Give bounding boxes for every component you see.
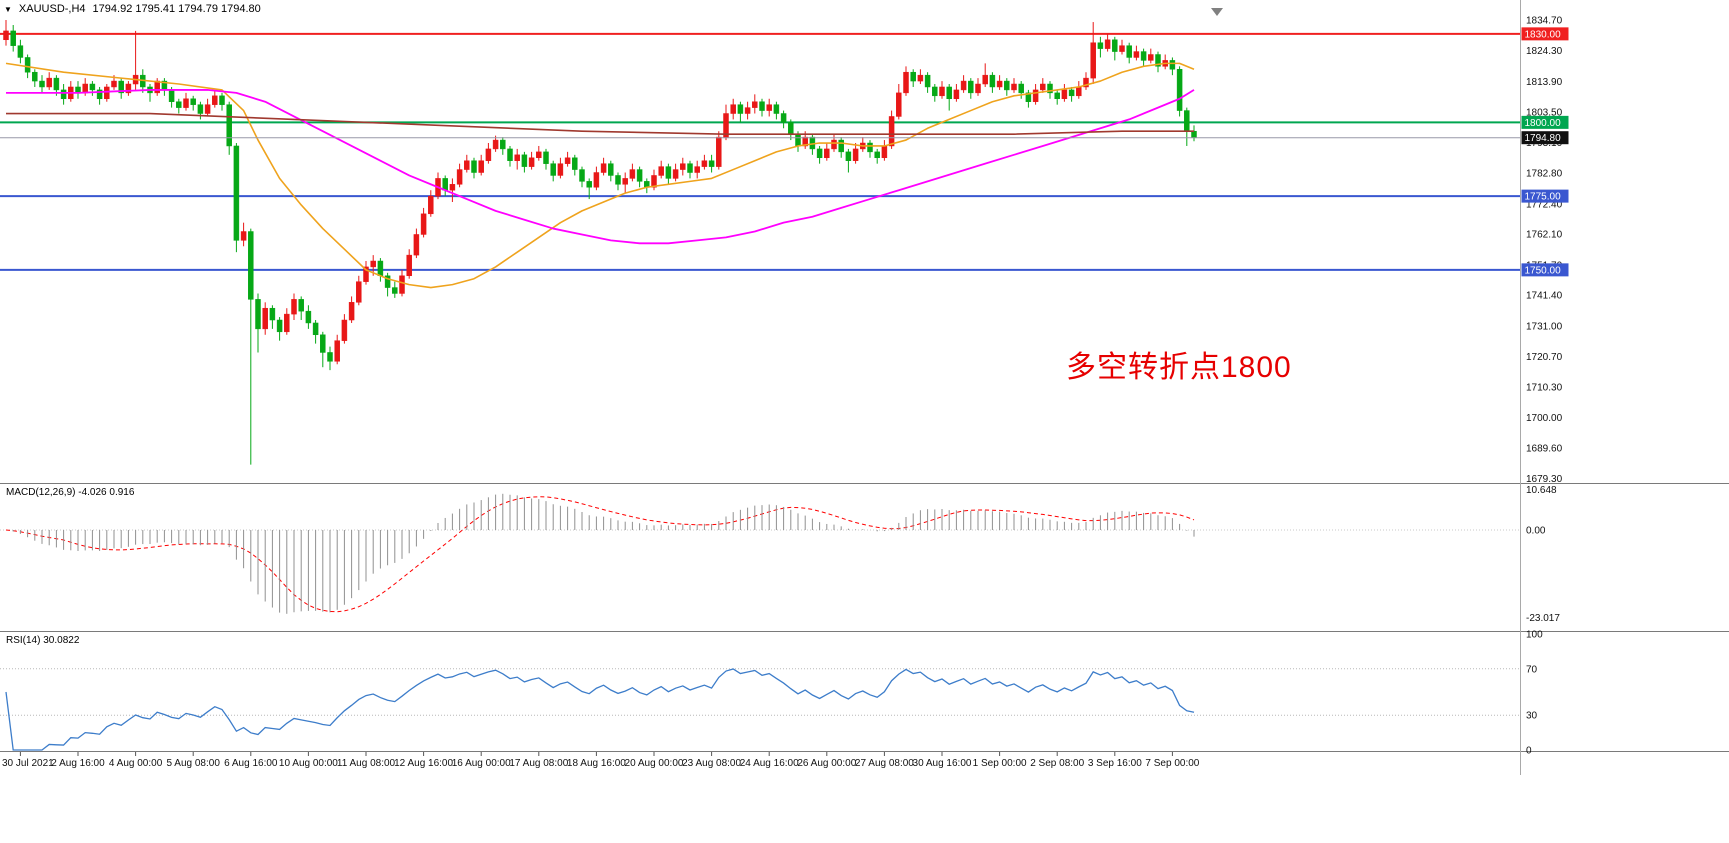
svg-text:1824.30: 1824.30 [1526,46,1563,57]
svg-text:23 Aug 08:00: 23 Aug 08:00 [682,758,741,769]
svg-text:17 Aug 08:00: 17 Aug 08:00 [509,758,568,769]
svg-text:7 Sep 00:00: 7 Sep 00:00 [1145,758,1199,769]
svg-text:5 Aug 08:00: 5 Aug 08:00 [167,758,221,769]
ohlc-quote: 1794.92 1795.41 1794.79 1794.80 [92,3,261,15]
svg-text:2 Sep 08:00: 2 Sep 08:00 [1030,758,1084,769]
svg-text:30 Jul 2021: 30 Jul 2021 [2,758,54,769]
svg-text:1794.80: 1794.80 [1525,133,1562,144]
chart-info-bar: ▼ XAUUSD-,H4 1794.92 1795.41 1794.79 179… [4,3,261,15]
symbol-period-label: XAUUSD-,H4 [18,3,86,15]
price-tag [1521,115,1569,129]
svg-text:1731.00: 1731.00 [1526,321,1563,332]
svg-text:1813.90: 1813.90 [1526,77,1563,88]
chart-shift-marker-icon[interactable] [1211,8,1223,16]
svg-text:6 Aug 16:00: 6 Aug 16:00 [224,758,278,769]
price-tag [1521,131,1569,145]
svg-text:10.648: 10.648 [1526,485,1557,496]
ma-slow-darkred [6,112,1194,135]
svg-text:1830.00: 1830.00 [1525,29,1562,40]
svg-text:1741.40: 1741.40 [1526,291,1563,302]
svg-text:1 Sep 00:00: 1 Sep 00:00 [973,758,1027,769]
level-lines [0,32,1520,271]
svg-text:26 Aug 00:00: 26 Aug 00:00 [797,758,856,769]
svg-text:1772.40: 1772.40 [1526,199,1563,210]
price-tag [1521,189,1569,203]
moving-averages-layer [5,62,1195,289]
svg-text:3 Sep 16:00: 3 Sep 16:00 [1088,758,1142,769]
svg-text:1700.00: 1700.00 [1526,413,1563,424]
macd-histogram [12,493,1195,614]
svg-text:30: 30 [1526,711,1538,722]
macd-panel[interactable] [0,496,1520,613]
svg-text:16 Aug 00:00: 16 Aug 00:00 [452,758,511,769]
svg-text:1720.70: 1720.70 [1526,352,1563,363]
price-scale[interactable]: 1834.701824.301813.901803.501793.101782.… [1521,16,1569,485]
svg-text:0.00: 0.00 [1526,526,1546,537]
price-tag [1521,263,1569,277]
svg-text:24 Aug 16:00: 24 Aug 16:00 [740,758,799,769]
svg-text:18 Aug 16:00: 18 Aug 16:00 [567,758,626,769]
svg-text:1710.30: 1710.30 [1526,382,1563,393]
svg-text:27 Aug 08:00: 27 Aug 08:00 [855,758,914,769]
ma-mid-magenta [6,89,1195,245]
svg-text:1775.00: 1775.00 [1525,192,1562,203]
svg-text:4 Aug 00:00: 4 Aug 00:00 [109,758,163,769]
svg-text:2 Aug 16:00: 2 Aug 16:00 [51,758,105,769]
indicator-scales: 10.648 0.00 -23.017 100 70 30 0 [1526,485,1560,756]
svg-text:70: 70 [1526,664,1538,675]
svg-text:20 Aug 00:00: 20 Aug 00:00 [625,758,684,769]
ma-fast-orange [5,62,1195,289]
svg-text:10 Aug 00:00: 10 Aug 00:00 [279,758,338,769]
svg-text:1800.00: 1800.00 [1525,118,1562,129]
svg-text:30 Aug 16:00: 30 Aug 16:00 [913,758,972,769]
symbol-dropdown-icon[interactable]: ▼ [4,4,12,14]
panel-separators [0,0,1729,775]
svg-text:1762.10: 1762.10 [1526,230,1563,241]
price-tag [1521,27,1569,41]
macd-indicator-label: MACD(12,26,9) -4.026 0.916 [6,487,135,498]
annotation-text: 多空转折点1800 [1066,351,1292,384]
rsi-panel[interactable] [0,668,1520,751]
macd-signal-line [5,496,1195,613]
rsi-indicator-label: RSI(14) 30.0822 [6,635,80,646]
svg-text:100: 100 [1526,630,1543,641]
rsi-line [5,668,1195,751]
svg-text:-23.017: -23.017 [1526,613,1560,624]
svg-text:1782.80: 1782.80 [1526,169,1563,180]
svg-text:11 Aug 08:00: 11 Aug 08:00 [337,758,396,769]
candles-layer [3,20,1197,465]
svg-text:1750.00: 1750.00 [1525,265,1562,276]
svg-text:12 Aug 16:00: 12 Aug 16:00 [394,758,453,769]
svg-text:1834.70: 1834.70 [1526,16,1563,27]
svg-text:1803.50: 1803.50 [1526,108,1563,119]
svg-text:0: 0 [1526,746,1532,757]
svg-text:1689.60: 1689.60 [1526,444,1563,455]
svg-text:1679.30: 1679.30 [1526,474,1563,485]
